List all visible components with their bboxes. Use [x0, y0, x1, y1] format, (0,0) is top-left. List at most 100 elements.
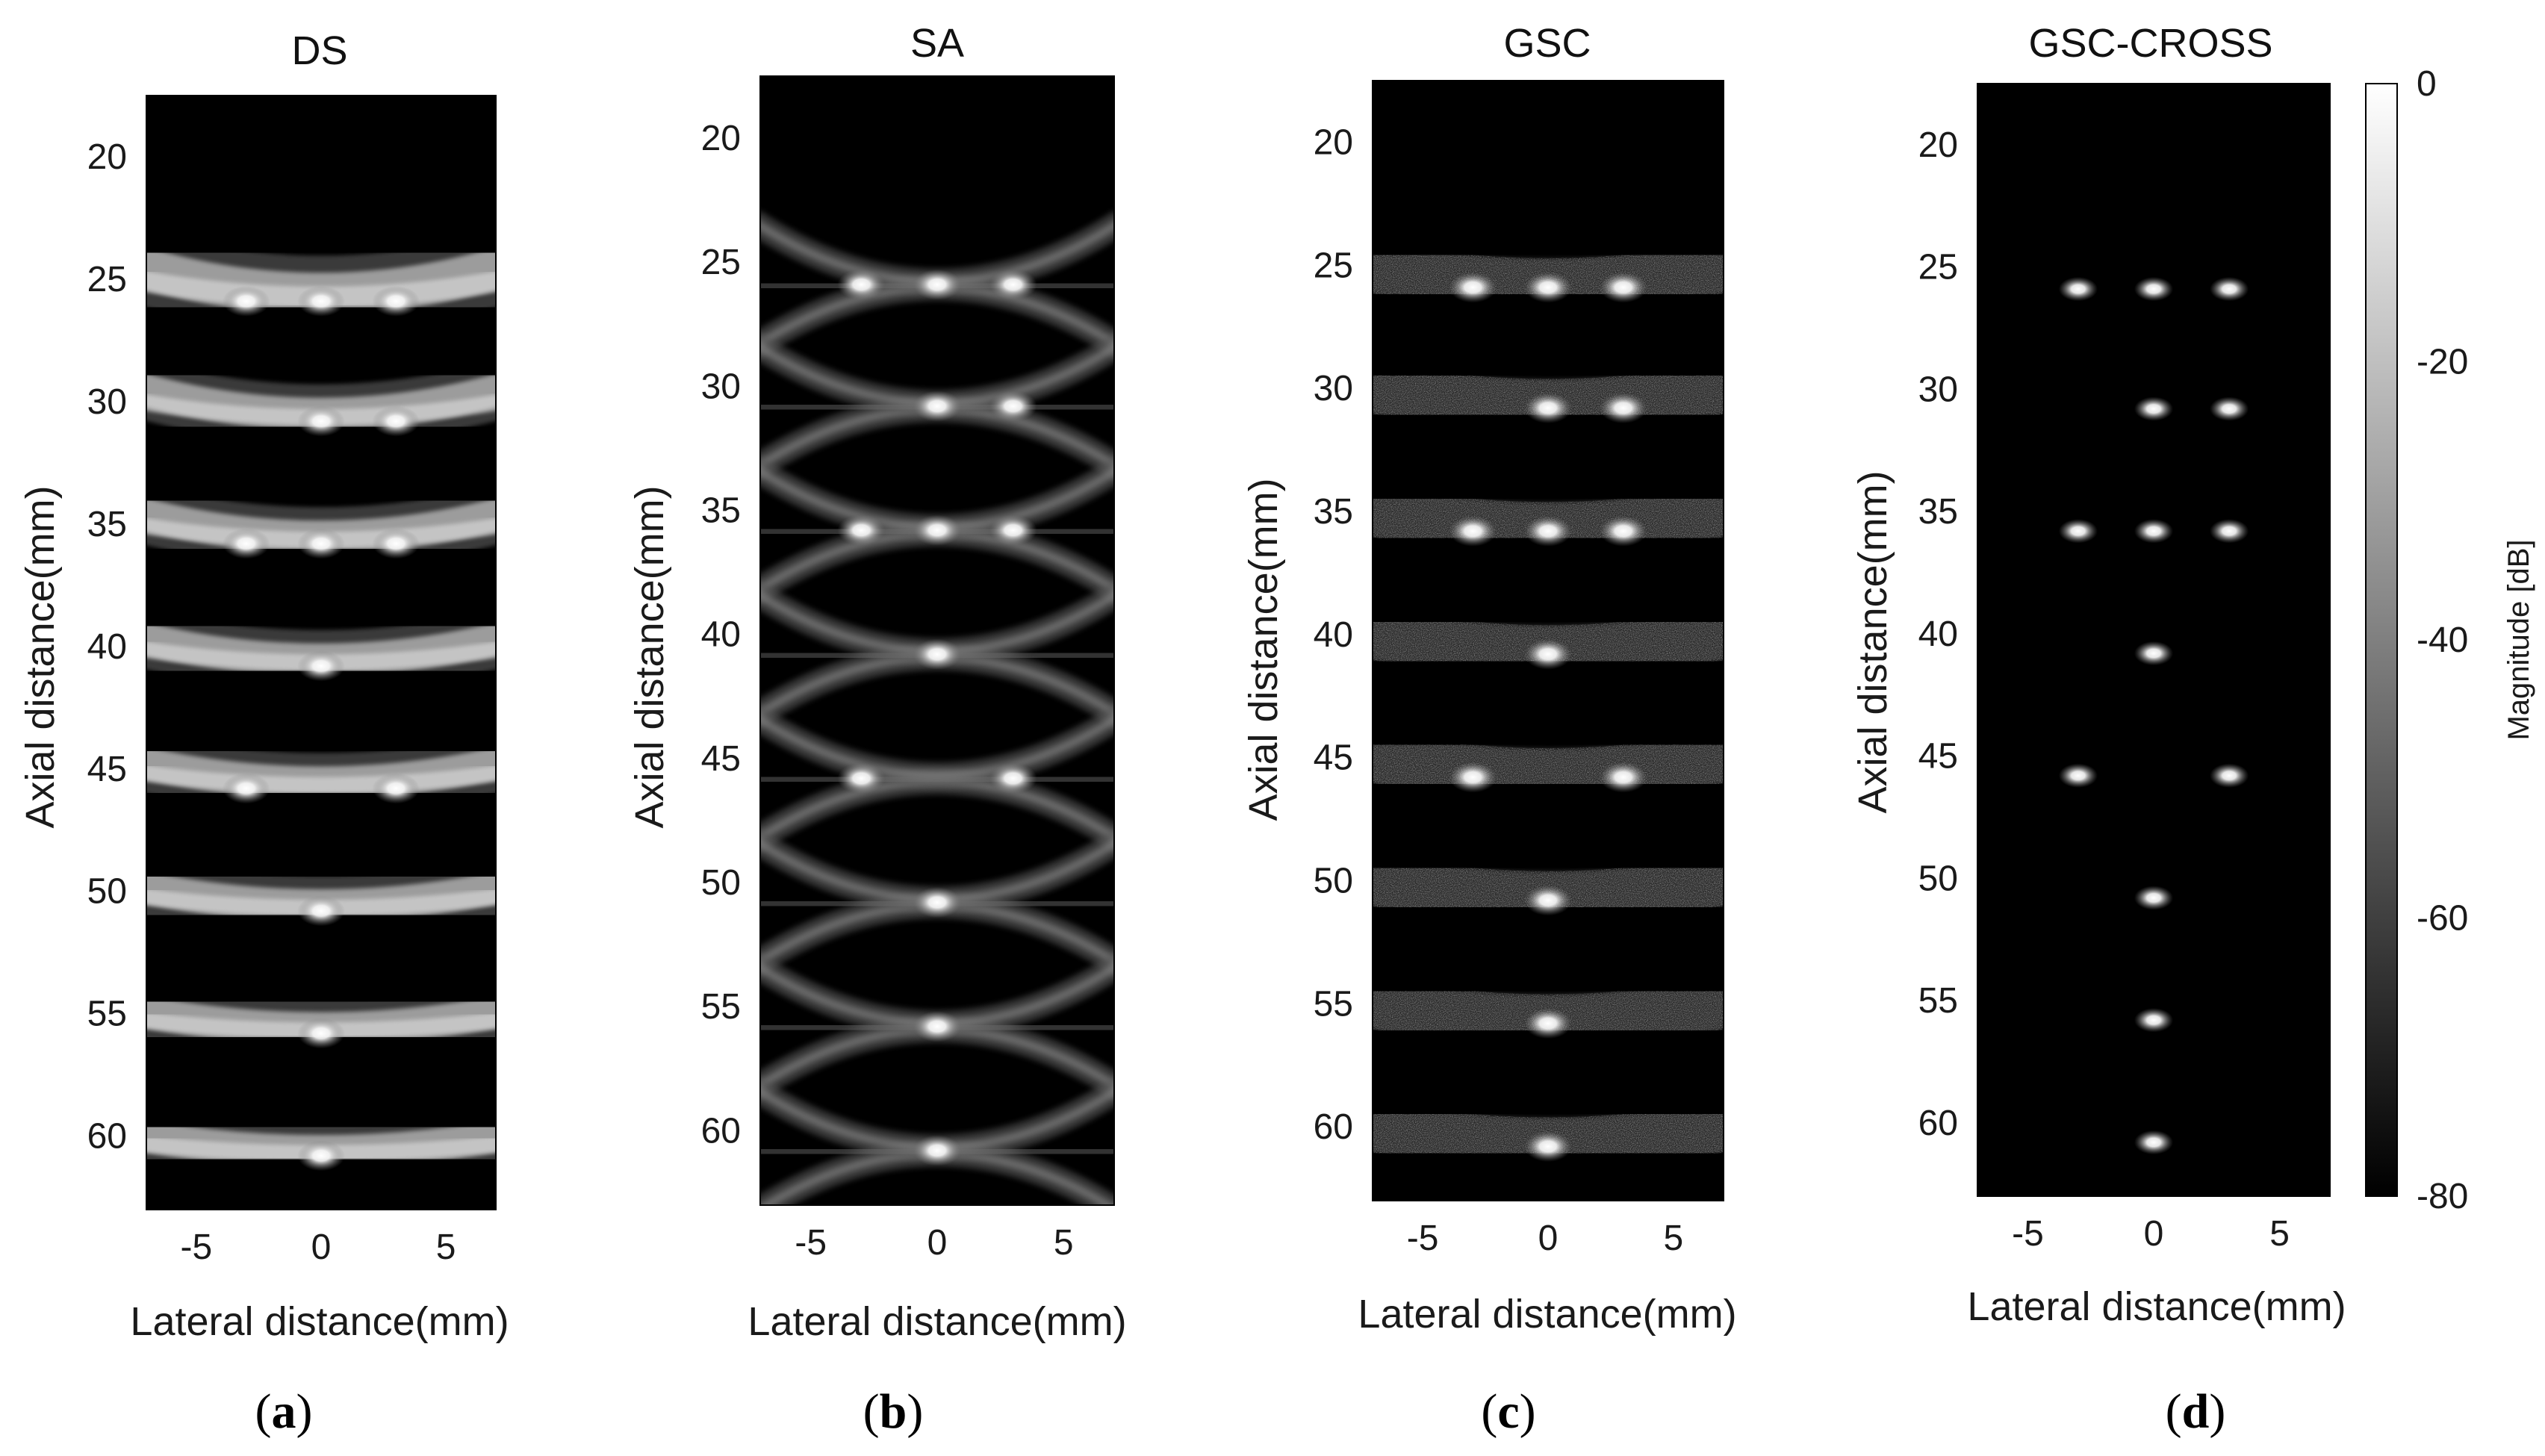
- point-target-a: [372, 773, 420, 804]
- point-target-c: [1524, 392, 1572, 424]
- point-target-c: [1449, 515, 1497, 547]
- colorbar-tick-label: -60: [2417, 899, 2468, 939]
- y-tick-label-a: 45: [87, 750, 127, 789]
- y-tick-label-b: 25: [701, 243, 741, 282]
- point-target-a: [297, 1018, 345, 1049]
- y-tick-label-d: 35: [1918, 492, 1958, 532]
- y-tick-label-b: 45: [701, 739, 741, 779]
- x-tick-label-a: -5: [181, 1228, 213, 1267]
- y-tick-label-d: 55: [1918, 981, 1958, 1021]
- panel-label-a: (a): [255, 1384, 313, 1439]
- sidelobe-band-a: [146, 732, 496, 812]
- colorbar-tick-label: -80: [2417, 1177, 2468, 1216]
- point-target-a: [297, 285, 345, 317]
- point-target-b: [837, 514, 886, 546]
- y-tick-label-a: 50: [87, 872, 127, 912]
- point-target-d: [2134, 641, 2174, 666]
- plot-frame-c: [1372, 80, 1724, 1201]
- point-target-d: [2058, 276, 2098, 302]
- panel-b: SA -5 0 5 20 25 30 35 40 45 50 55 60 Lateral dista…: [627, 21, 1127, 1439]
- point-target-d: [2134, 886, 2174, 910]
- point-target-b: [913, 269, 962, 300]
- point-target-d: [2210, 276, 2249, 302]
- xlabel-b: Lateral distance(mm): [748, 1299, 1126, 1344]
- point-target-a: [297, 528, 345, 559]
- point-target-b: [989, 269, 1037, 300]
- title-a: DS: [291, 28, 347, 73]
- y-tick-label-d: 40: [1918, 615, 1958, 654]
- plot-frame-a: [146, 95, 497, 1210]
- y-tick-label-d: 25: [1918, 248, 1958, 287]
- point-target-c: [1524, 515, 1572, 547]
- image-a: [146, 230, 496, 1181]
- point-target-c: [1524, 1130, 1572, 1163]
- image-c: [1373, 240, 1724, 1170]
- x-tick-label-c: 0: [1538, 1219, 1559, 1258]
- point-target-a: [372, 528, 420, 559]
- x-ticks-c: -5 0 5: [1407, 1219, 1683, 1258]
- panel-d: GSC-CROSS -5 0 5 20 25 30 35 40 45 50 55 60 Latera…: [1851, 21, 2535, 1439]
- y-tick-label-c: 35: [1314, 492, 1353, 532]
- image-b: [760, 211, 1114, 1205]
- plot-area-d: [1977, 83, 2331, 1197]
- y-tick-label-a: 35: [87, 505, 127, 544]
- ylabel-d: Axial distance(mm): [1851, 470, 1895, 813]
- plot-frame-d: [1977, 83, 2331, 1197]
- y-tick-label-d: 30: [1918, 370, 1958, 409]
- y-tick-label-c: 60: [1314, 1107, 1353, 1147]
- y-tick-label-c: 25: [1314, 246, 1353, 285]
- x-tick-label-a: 0: [311, 1228, 332, 1267]
- x-tick-label-b: 0: [927, 1223, 948, 1263]
- plot-frame-b: [759, 75, 1115, 1206]
- y-tick-label-a: 55: [87, 995, 127, 1034]
- point-target-d: [2134, 519, 2174, 544]
- plot-area-a: [146, 95, 497, 1210]
- x-tick-label-c: -5: [1407, 1219, 1439, 1258]
- y-tick-label-a: 20: [87, 137, 127, 177]
- colorbar-tick-label: -20: [2417, 343, 2468, 382]
- x-tick-label-a: 5: [436, 1228, 456, 1267]
- point-target-c: [1449, 272, 1497, 303]
- point-target-d: [2058, 519, 2098, 544]
- y-tick-label-d: 60: [1918, 1104, 1958, 1143]
- panel-label-c: (c): [1481, 1384, 1535, 1439]
- point-target-c: [1599, 272, 1647, 303]
- point-target-c: [1524, 1008, 1572, 1039]
- image-d: [2058, 276, 2249, 1155]
- point-target-a: [297, 405, 345, 437]
- point-target-b: [913, 1135, 962, 1166]
- point-target-d: [2134, 1130, 2174, 1155]
- x-tick-label-d: 5: [2269, 1214, 2290, 1254]
- point-target-d: [2210, 396, 2249, 421]
- point-target-a: [372, 285, 420, 317]
- y-tick-label-b: 35: [701, 491, 741, 531]
- sidelobe-noise-c: [1373, 729, 1724, 800]
- panel-c: GSC -5 0 5 20 25 30 35 40 45 50 55 60 Lateral dist…: [1241, 21, 1737, 1439]
- point-target-c: [1599, 762, 1647, 793]
- point-target-c: [1524, 885, 1572, 916]
- y-tick-label-a: 30: [87, 382, 127, 422]
- y-tick-label-c: 30: [1314, 369, 1353, 408]
- xlabel-a: Lateral distance(mm): [130, 1299, 509, 1344]
- y-tick-label-b: 40: [701, 615, 741, 655]
- x-tick-label-d: -5: [2012, 1214, 2044, 1254]
- point-target-d: [2210, 519, 2249, 544]
- x-tick-label-b: -5: [795, 1223, 827, 1263]
- point-target-a: [372, 405, 420, 437]
- y-ticks-d: 20 25 30 35 40 45 50 55 60: [1918, 125, 1958, 1143]
- ylabel-a: Axial distance(mm): [18, 485, 63, 828]
- point-target-c: [1599, 515, 1647, 547]
- plot-area-c: [1372, 80, 1724, 1201]
- y-tick-label-d: 50: [1918, 859, 1958, 898]
- x-tick-label-d: 0: [2144, 1214, 2164, 1254]
- colorbar-ticks: 0 -20 -40 -60 -80: [2417, 64, 2468, 1216]
- title-b: SA: [910, 21, 964, 66]
- point-target-b: [913, 638, 962, 671]
- point-target-b: [989, 391, 1037, 422]
- point-target-b: [989, 762, 1037, 794]
- colorbar-tick-label: -40: [2417, 620, 2468, 660]
- panel-label-b: (b): [863, 1384, 924, 1439]
- point-target-d: [2134, 396, 2174, 421]
- xlabel-d: Lateral distance(mm): [1967, 1284, 2346, 1329]
